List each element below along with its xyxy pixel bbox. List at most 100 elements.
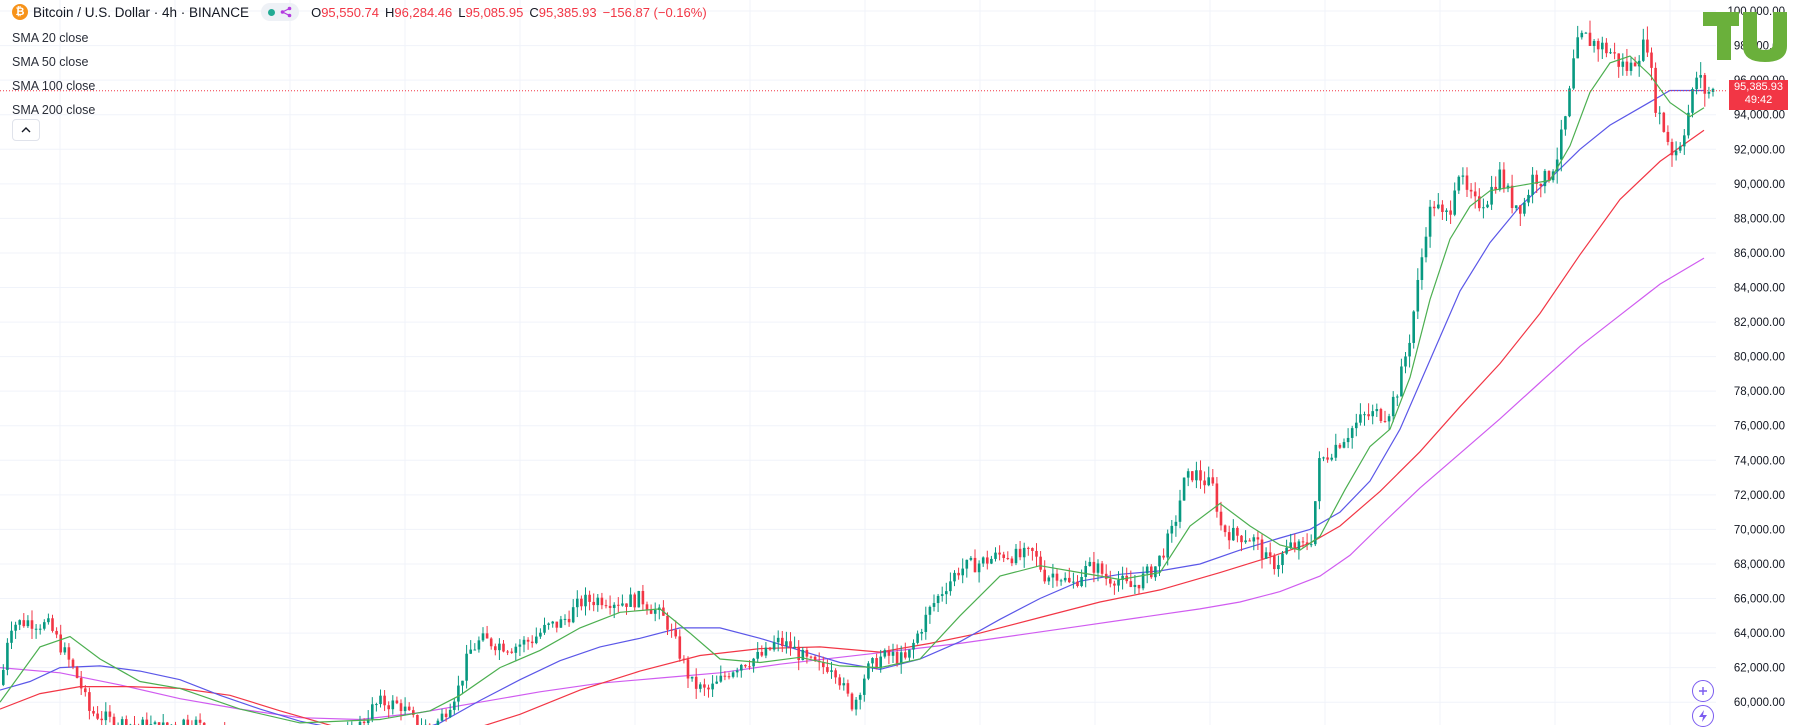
candle-down xyxy=(1138,585,1141,588)
alert-button[interactable] xyxy=(1692,705,1714,727)
tradingview-logo xyxy=(1703,6,1795,64)
candle-down xyxy=(1433,207,1436,209)
candle-down xyxy=(400,703,403,711)
candle-down xyxy=(1613,52,1616,53)
candle-up xyxy=(1699,75,1702,78)
candle-down xyxy=(125,719,128,725)
candle-down xyxy=(510,652,513,653)
candle-down xyxy=(494,646,497,650)
candle-up xyxy=(908,650,911,658)
candle-down xyxy=(986,557,989,563)
legend-sma50[interactable]: SMA 50 close xyxy=(12,50,95,74)
collapse-legend-button[interactable] xyxy=(12,119,40,141)
candle-up xyxy=(371,704,374,719)
candle-down xyxy=(617,605,620,606)
candle-up xyxy=(1523,203,1526,214)
candle-up xyxy=(1060,580,1063,581)
candle-up xyxy=(1097,563,1100,572)
candle-up xyxy=(900,652,903,664)
candle-up xyxy=(2,670,5,685)
candle-up xyxy=(978,563,981,572)
candle-down xyxy=(1101,563,1104,573)
candle-down xyxy=(1511,186,1514,208)
candle-up xyxy=(404,707,407,711)
bitcoin-icon: ₿ xyxy=(12,4,28,20)
candle-down xyxy=(826,667,829,672)
candle-up xyxy=(195,720,198,725)
candle-down xyxy=(1191,471,1194,480)
candle-up xyxy=(990,559,993,564)
candle-up xyxy=(1658,113,1661,114)
candle-down xyxy=(683,659,686,660)
candle-down xyxy=(703,684,706,687)
candle-down xyxy=(670,630,673,631)
candle-up xyxy=(613,605,616,608)
share-icon[interactable] xyxy=(280,6,292,18)
candle-up xyxy=(793,647,796,649)
candle-up xyxy=(1347,438,1350,442)
candle-down xyxy=(1228,532,1231,540)
candle-up xyxy=(154,722,157,724)
legend-sma100[interactable]: SMA 100 close xyxy=(12,74,95,98)
sma20-layer xyxy=(0,56,1704,723)
candle-up xyxy=(1330,458,1333,460)
candle-up xyxy=(785,641,788,646)
candle-up xyxy=(1482,207,1485,208)
candle-down xyxy=(1503,170,1506,189)
candle-down xyxy=(556,622,559,628)
candle-up xyxy=(830,670,833,672)
candle-up xyxy=(937,596,940,603)
candles-layer xyxy=(2,21,1714,725)
candle-up xyxy=(1609,52,1612,53)
open-value: 95,550.74 xyxy=(321,5,379,20)
sma100-line xyxy=(0,130,1704,725)
price-tick-label: 84,000.00 xyxy=(1734,283,1785,295)
candle-down xyxy=(1326,457,1329,459)
candle-up xyxy=(515,647,518,653)
candle-up xyxy=(732,672,735,676)
candle-down xyxy=(1474,191,1477,196)
candle-down xyxy=(568,619,571,622)
candle-up xyxy=(756,652,759,659)
candle-down xyxy=(486,633,489,638)
price-tick-label: 88,000.00 xyxy=(1734,213,1785,225)
candle-up xyxy=(535,637,538,644)
candle-down xyxy=(781,638,784,646)
candle-up xyxy=(1453,191,1456,215)
candle-down xyxy=(838,677,841,685)
legend-sma20[interactable]: SMA 20 close xyxy=(12,26,95,50)
candle-up xyxy=(64,647,67,652)
candle-up xyxy=(1175,522,1178,526)
candle-up xyxy=(1343,442,1346,448)
candle-down xyxy=(23,620,26,626)
change-value: −156.87 (−0.16%) xyxy=(603,5,707,20)
market-status-pill[interactable] xyxy=(261,3,299,21)
candle-down xyxy=(974,558,977,572)
candle-up xyxy=(1015,549,1018,563)
candle-up xyxy=(1675,151,1678,156)
candle-up xyxy=(884,650,887,656)
last-price-tag: 95,385.93 49:42 xyxy=(1729,80,1788,110)
symbol-title[interactable]: Bitcoin / U.S. Dollar · 4h · BINANCE xyxy=(33,5,249,20)
candle-up xyxy=(1691,89,1694,113)
price-tick-label: 78,000.00 xyxy=(1734,386,1785,398)
add-indicator-button[interactable] xyxy=(1692,680,1714,702)
candle-up xyxy=(1166,534,1169,558)
candle-up xyxy=(1527,195,1530,203)
candle-down xyxy=(1597,41,1600,49)
candle-up xyxy=(543,625,546,633)
candle-up xyxy=(1531,175,1534,195)
candle-up xyxy=(105,712,108,721)
candle-up xyxy=(1585,33,1588,34)
candle-down xyxy=(76,667,79,678)
candle-up xyxy=(1695,78,1698,89)
candle-down xyxy=(1056,574,1059,581)
candle-up xyxy=(1499,170,1502,190)
candle-up xyxy=(1400,366,1403,396)
candle-up xyxy=(929,607,932,615)
candle-down xyxy=(1540,184,1543,186)
candle-down xyxy=(904,652,907,657)
candle-up xyxy=(35,629,38,630)
